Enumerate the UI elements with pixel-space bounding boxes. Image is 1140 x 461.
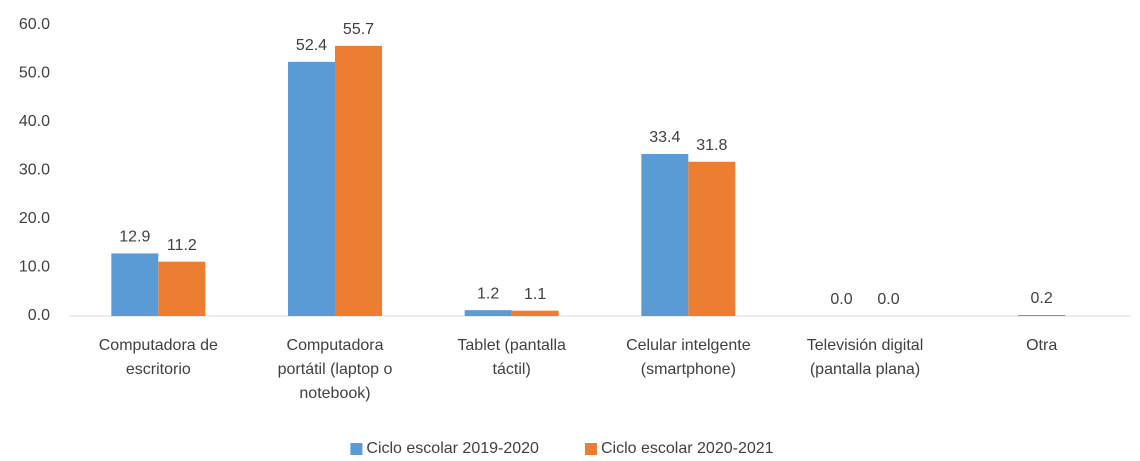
y-tick-label: 50.0 xyxy=(19,65,50,82)
data-label: 0.0 xyxy=(877,291,899,308)
data-label: 12.9 xyxy=(119,229,150,246)
x-tick-label: Computadora de escritorio xyxy=(99,337,218,378)
bar xyxy=(111,253,159,316)
legend-label: Ciclo escolar 2019-2020 xyxy=(366,440,539,457)
bar xyxy=(688,161,736,316)
x-tick-label: Celular intelgente (smartphone) xyxy=(626,337,751,378)
bar xyxy=(158,261,206,316)
legend-swatch xyxy=(585,443,597,455)
data-label: 0.2 xyxy=(1031,290,1053,307)
bar xyxy=(1018,315,1066,316)
x-tick-label: Televisión digital (pantalla plana) xyxy=(807,337,924,378)
data-label: 55.7 xyxy=(343,21,374,38)
data-label: 1.1 xyxy=(524,286,546,303)
bar xyxy=(335,45,382,316)
data-label: 31.8 xyxy=(696,137,727,154)
bar xyxy=(288,61,335,316)
legend-swatch xyxy=(350,443,363,455)
bar xyxy=(641,154,689,316)
y-tick-label: 40.0 xyxy=(19,113,50,130)
bar xyxy=(464,310,512,316)
data-label: 11.2 xyxy=(167,237,197,254)
legend-label: Ciclo escolar 2020-2021 xyxy=(601,440,774,457)
data-label: 33.4 xyxy=(649,129,680,146)
x-tick-label: Computadora portátil (laptop o notebook) xyxy=(278,337,393,402)
y-tick-label: 0.0 xyxy=(28,307,50,324)
x-tick-label: Tablet (pantalla táctil) xyxy=(457,337,566,378)
y-tick-label: 20.0 xyxy=(19,210,50,227)
y-tick-label: 30.0 xyxy=(19,162,50,179)
data-label: 1.2 xyxy=(477,285,499,302)
bar xyxy=(511,310,559,316)
data-label: 52.4 xyxy=(296,37,327,54)
x-tick-label: Otra xyxy=(1026,337,1057,354)
y-tick-label: 10.0 xyxy=(19,259,50,276)
y-tick-label: 60.0 xyxy=(19,16,50,33)
data-label: 0.0 xyxy=(830,291,852,308)
